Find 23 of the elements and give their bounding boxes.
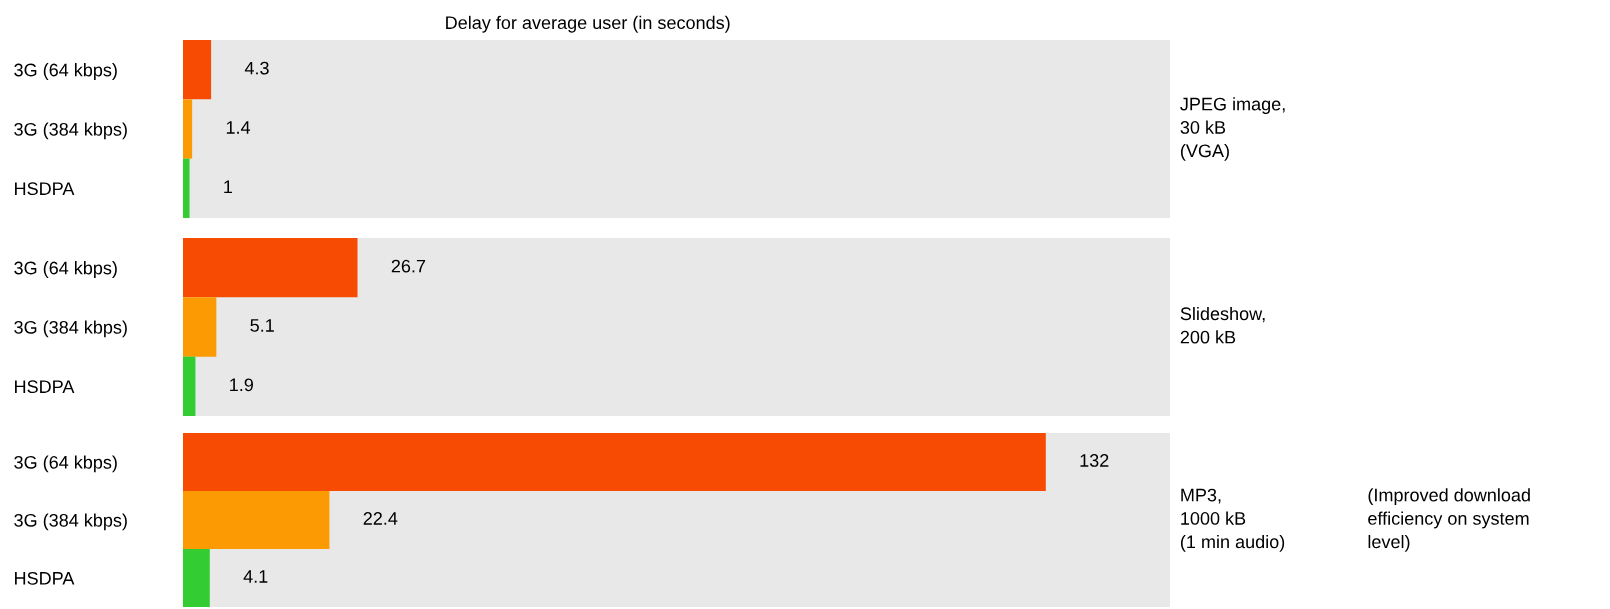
y-tick-label: HSDPA	[15, 571, 75, 585]
text: (Improved download efficiency on system level)	[1368, 488, 1530, 552]
data-label: 1	[224, 180, 233, 193]
data-label: 132	[1080, 454, 1109, 467]
data-label: 22.4	[363, 512, 398, 525]
data-label: 1.4	[226, 121, 251, 134]
y-tick-label: 3G (384 kbps)	[14, 513, 127, 531]
y-tick-label: HSDPA	[15, 380, 75, 394]
text: JPEG image, 30 kB (VGA)	[1180, 97, 1285, 161]
chart-title: Delay for average user (in seconds)	[446, 15, 730, 33]
y-tick-label: 3G (64 kbps)	[14, 63, 117, 80]
data-label: 1.9	[230, 378, 253, 392]
data-label: 4.3	[244, 61, 269, 75]
data-label: 26.7	[391, 259, 426, 273]
data-label: 5.1	[250, 319, 274, 332]
y-tick-label: 3G (384 kbps)	[14, 122, 127, 140]
text: MP3, 1000 kB (1 min audio)	[1180, 488, 1285, 552]
y-tick-label: HSDPA	[15, 182, 75, 196]
data-label: 4.1	[243, 570, 268, 583]
text: Slideshow, 200 kB	[1180, 306, 1265, 344]
y-tick-label: 3G (384 kbps)	[14, 320, 127, 338]
y-tick-label: 3G (64 kbps)	[14, 261, 117, 278]
y-tick-label: 3G (64 kbps)	[14, 455, 117, 473]
